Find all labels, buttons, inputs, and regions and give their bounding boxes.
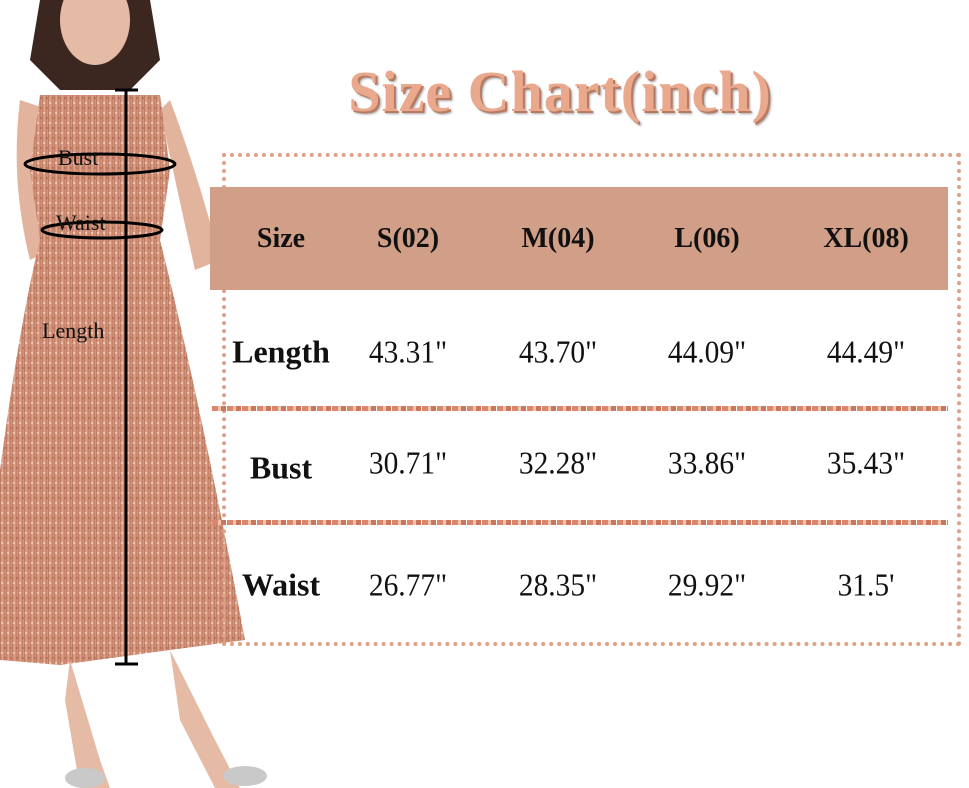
row-divider [212, 406, 948, 411]
table-cell: 32.28" [518, 444, 598, 481]
table-cell: 26.77" [368, 566, 448, 603]
table-cell: 33.86" [667, 444, 747, 481]
row-label: Waist [241, 566, 321, 603]
table-cell: 31.5' [837, 566, 895, 603]
model-photo [0, 0, 267, 788]
length-label: Length [42, 318, 105, 343]
row-divider [212, 520, 948, 525]
table-header [210, 187, 948, 290]
table-cell: 35.43" [826, 444, 906, 481]
row-label: Length [232, 333, 330, 370]
column-header: L(06) [674, 223, 740, 254]
column-header: M(04) [521, 223, 595, 254]
row-label: Bust [249, 449, 313, 486]
page-title: Size Chart(inch) [348, 59, 772, 124]
table-cell: 44.49" [826, 333, 906, 370]
column-header: XL(08) [823, 223, 909, 254]
table-frame [222, 153, 961, 646]
table-cell: 28.35" [518, 566, 598, 603]
table-cell: 29.92" [667, 566, 747, 603]
table-cell: 43.70" [518, 333, 598, 370]
table-cell: 30.71" [368, 444, 448, 481]
table-cell: 44.09" [667, 333, 747, 370]
column-header: Size [256, 223, 306, 254]
bust-label: Bust [58, 145, 99, 170]
waist-label: Waist [56, 210, 106, 235]
column-header: S(02) [376, 223, 440, 254]
table-cell: 43.31" [368, 333, 448, 370]
